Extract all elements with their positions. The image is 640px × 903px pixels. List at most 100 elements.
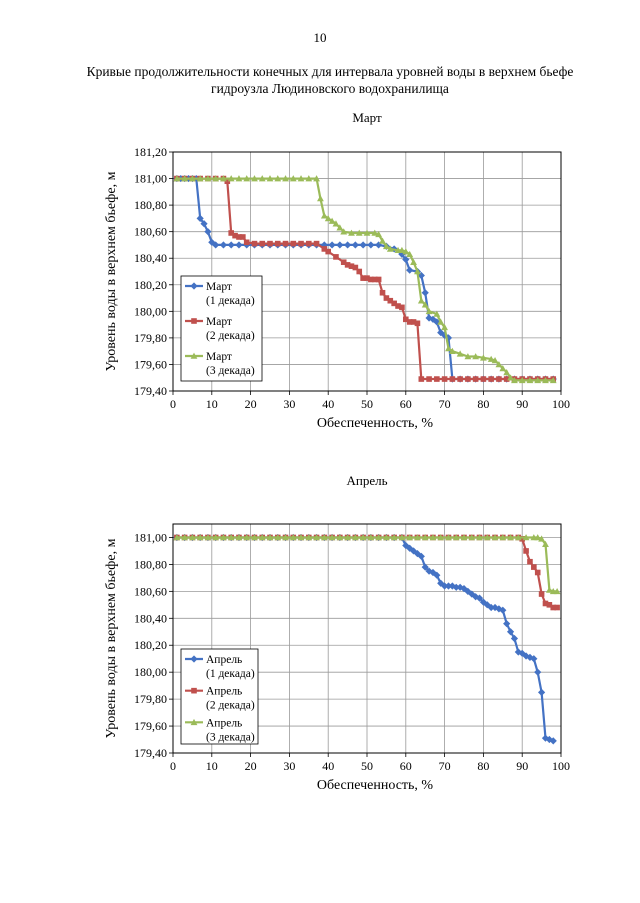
series-2-point xyxy=(472,376,479,382)
series-3-point xyxy=(425,307,433,315)
x-tick-label: 30 xyxy=(283,397,295,411)
legend: Март (1 декада) Март (2 декада) Март (3 декад… xyxy=(180,275,263,382)
legend-label-1-sub: (1 декада) xyxy=(206,668,255,680)
series-2-point xyxy=(387,297,394,304)
series-3-point xyxy=(189,534,196,541)
plot-area xyxy=(172,151,562,392)
series-3-point xyxy=(297,175,305,182)
series-3-point xyxy=(429,534,437,541)
series-3-point xyxy=(196,175,204,182)
series-3-point xyxy=(212,534,220,541)
series-2-point xyxy=(554,604,560,611)
x-tick-label: 90 xyxy=(516,759,528,773)
series-2-point xyxy=(379,289,386,296)
series-3-point xyxy=(355,229,363,236)
legend-label-3: Апрель xyxy=(206,717,242,729)
y-axis-label: Уровень воды в верхнем бьефе, м xyxy=(104,171,119,371)
chart-title: Март xyxy=(352,110,382,125)
series-2-point xyxy=(360,275,366,281)
series-3-point xyxy=(379,237,386,244)
series-3-point xyxy=(398,246,406,254)
series-3-point xyxy=(332,220,340,227)
series-3-point xyxy=(410,258,417,266)
series-1-point xyxy=(429,315,437,323)
series-2-point xyxy=(383,295,390,301)
series-1-point xyxy=(212,241,220,249)
series-3-point xyxy=(375,534,383,541)
series-3-point xyxy=(476,534,483,541)
series-3-point xyxy=(460,534,468,541)
legend-label-1: Апрель xyxy=(206,654,242,666)
y-tick-label: 179,40 xyxy=(134,746,167,760)
series-1-point xyxy=(406,266,414,274)
series-3-point xyxy=(421,534,429,541)
series-2-point xyxy=(480,376,487,382)
series-1-point xyxy=(336,241,344,249)
series-2-point xyxy=(243,239,250,246)
series-3 xyxy=(173,175,557,384)
series-1-point xyxy=(219,241,228,249)
series-2-point xyxy=(321,246,328,252)
series-3-point xyxy=(472,353,480,360)
series-1-point xyxy=(479,598,487,606)
series-1-point xyxy=(510,634,519,643)
series-3-point xyxy=(289,175,297,182)
series-3-point xyxy=(495,361,503,368)
series-3-point xyxy=(398,534,406,541)
legend-label-2: Март xyxy=(206,316,232,328)
series-1-point xyxy=(421,289,429,297)
x-tick-label: 60 xyxy=(400,759,412,773)
x-tick-label: 20 xyxy=(245,397,257,411)
series-1-point xyxy=(235,241,243,249)
series-2-point xyxy=(232,232,238,239)
series-3-point xyxy=(507,374,514,381)
y-tick-label: 180,80 xyxy=(134,557,167,571)
legend-marker-3 xyxy=(190,352,198,359)
y-tick-label: 180,20 xyxy=(134,278,167,292)
series-3-point xyxy=(503,369,511,376)
series-2-point xyxy=(403,316,409,323)
x-tick-label: 70 xyxy=(439,759,451,773)
plot-area xyxy=(172,523,562,754)
series-3-point xyxy=(227,534,235,541)
series-3-point xyxy=(359,534,367,541)
series-1-point xyxy=(483,601,491,609)
series-3-point xyxy=(196,534,204,541)
series-2-point xyxy=(348,263,355,269)
y-tick-label: 181,20 xyxy=(134,145,167,159)
y-tick-label: 179,60 xyxy=(134,357,167,371)
legend-marker-3 xyxy=(190,718,198,726)
series-1-point xyxy=(549,737,557,745)
series-1-point xyxy=(417,552,425,560)
legend-box xyxy=(180,275,263,382)
series-3-point xyxy=(433,310,441,317)
series-1-point xyxy=(204,228,212,236)
x-tick-label: 100 xyxy=(552,759,570,773)
chart-march: Март 179,40 179,60 179,80 180,00 180,20 180,40… xyxy=(104,110,570,431)
series-3-point xyxy=(487,355,495,362)
x-axis-label: Обеспеченность, % xyxy=(317,778,433,793)
series-2-point xyxy=(274,240,281,247)
series-3-point xyxy=(258,175,266,182)
series-2-point xyxy=(290,240,297,247)
series-2-point xyxy=(333,254,339,260)
series-2-point xyxy=(531,564,537,570)
series-3-point xyxy=(390,534,398,541)
series-3-point xyxy=(421,301,429,308)
series-2-point xyxy=(267,240,273,247)
series-3-point xyxy=(235,175,243,182)
series-3-point xyxy=(324,214,332,222)
series-3-point xyxy=(173,534,181,541)
series-3-point xyxy=(538,535,545,542)
series-3-point xyxy=(480,354,487,361)
series-3-point xyxy=(514,534,522,541)
series-3-point xyxy=(274,534,282,541)
series-1-point xyxy=(200,220,208,228)
series-3-point xyxy=(351,534,359,541)
series-3-point xyxy=(189,175,196,182)
series-2-point xyxy=(465,376,471,382)
document-title-line-2: гидроузла Людиновского водохранилища xyxy=(211,81,449,96)
series-2-point xyxy=(368,276,374,283)
series-1-point xyxy=(437,579,445,587)
page-number: 10 xyxy=(313,30,327,45)
